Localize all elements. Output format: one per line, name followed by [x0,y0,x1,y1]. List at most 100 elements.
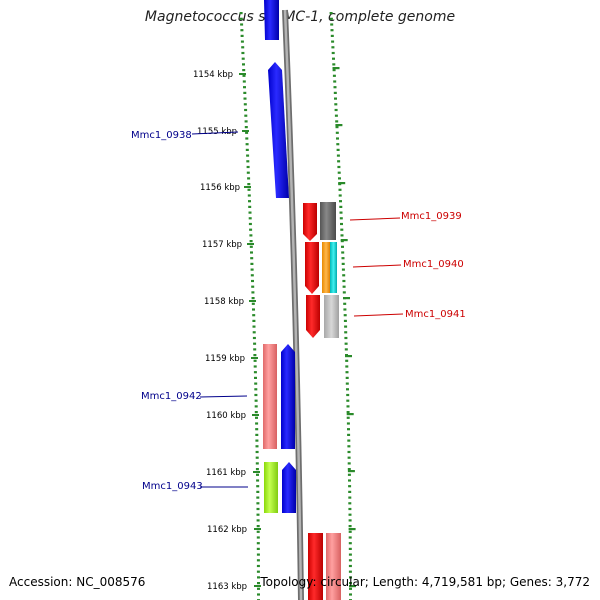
minor-tick-left [244,120,248,123]
minor-tick-right [347,468,351,471]
minor-tick-left [248,205,252,208]
minor-tick-left [252,314,256,317]
gene-feature-mmc1-0938[interactable] [268,62,289,198]
minor-tick-left [251,291,255,294]
minor-tick-right [337,171,341,174]
minor-tick-left [245,148,249,151]
minor-tick-left [256,473,259,476]
tick-label-1161: 1161 kbp [206,468,246,478]
minor-tick-left [251,297,255,300]
minor-tick-left [242,69,246,72]
minor-tick-right [342,285,346,288]
minor-tick-right [346,416,350,419]
minor-tick-right [338,194,342,197]
minor-tick-right [335,126,339,129]
minor-tick-right [342,279,346,283]
minor-tick-right [341,245,344,248]
gene-label-mmc1-0938[interactable]: Mmc1_0938 [131,130,192,141]
major-tick-right [347,470,355,473]
minor-tick-left [247,194,251,197]
minor-tick-left [249,240,253,243]
minor-tick-right [348,519,352,522]
minor-tick-right [345,371,349,374]
minor-tick-left [248,211,252,214]
gene-label-mmc1-0942[interactable]: Mmc1_0942 [141,391,202,402]
minor-tick-left [249,234,253,237]
minor-tick-left [256,507,260,511]
minor-tick-right [334,97,337,100]
gene-label-mmc1-0940[interactable]: Mmc1_0940 [403,259,464,270]
minor-tick-left [256,530,260,533]
gene-feature-mmc1-0939-b[interactable] [320,202,336,240]
minor-tick-left [253,365,257,368]
major-tick-right [345,355,352,358]
gene-feature-mmc1-0943-a[interactable] [264,462,278,513]
minor-tick-left [254,399,258,402]
minor-tick-left [254,382,258,385]
gene-feature-bottom-a[interactable] [308,533,323,600]
minor-tick-right [341,251,345,254]
kbp-scale: 1154 kbp 1155 kbp 1156 kbp 1157 kbp 1158… [193,70,261,592]
minor-tick-left [255,416,258,419]
minor-tick-left [248,217,252,220]
minor-tick-left [256,542,260,545]
minor-tick-right [330,34,334,37]
minor-tick-right [331,51,335,55]
minor-tick-right [347,428,350,431]
minor-tick-right [333,91,337,94]
minor-tick-left [256,547,260,550]
minor-tick-right [334,108,338,112]
gene-feature-mmc1-0940-b[interactable] [322,242,330,293]
minor-tick-left [250,268,254,271]
major-tick-right [343,297,350,300]
minor-tick-right [339,211,343,214]
minor-tick-left [240,34,244,37]
minor-tick-left [253,359,257,362]
gene-feature-mmc1-0939[interactable] [303,203,317,241]
major-tick-right [349,585,356,588]
minor-tick-left [256,513,260,516]
minor-tick-right [330,29,334,32]
minor-tick-left [240,23,244,26]
minor-tick-right [348,559,352,562]
gene-feature-mmc1-0940-c[interactable] [330,242,337,293]
gene-feature-mmc1-0943[interactable] [282,462,296,513]
minor-tick-left [256,485,260,488]
minor-tick-left [257,587,260,590]
gene-feature-bottom-b[interactable] [326,533,341,600]
minor-tick-left [245,137,249,140]
gene-feature-mmc1-0941[interactable] [306,295,320,338]
minor-tick-right [335,131,339,134]
minor-tick-left [256,536,260,539]
gene-feature-mmc1-0942-a[interactable] [263,344,277,449]
minor-tick-left [252,325,256,328]
minor-tick-right [346,399,350,402]
minor-tick-left [254,388,258,391]
gene-label-mmc1-0943[interactable]: Mmc1_0943 [142,481,203,492]
minor-tick-left [252,319,256,322]
minor-tick-left [239,17,243,20]
minor-tick-right [348,513,352,516]
gene-feature-mmc1-0940[interactable] [305,242,319,294]
gene-feature-mmc1-0941-b[interactable] [324,295,339,338]
minor-tick-right [348,542,352,545]
minor-tick-right [345,382,349,385]
minor-tick-right [335,120,339,123]
minor-tick-right [341,268,345,271]
minor-tick-right [349,576,352,579]
gene-label-mmc1-0939[interactable]: Mmc1_0939 [401,211,462,222]
gene-label-mmc1-0941[interactable]: Mmc1_0941 [405,309,466,320]
minor-tick-right [336,148,340,151]
minor-tick-right [339,205,343,208]
gene-feature-mmc1-0942[interactable] [281,344,295,449]
minor-tick-right [348,564,352,568]
topology-text: Topology: circular; Length: 4,719,581 bp… [260,575,590,589]
minor-tick-right [342,291,346,294]
minor-tick-left [248,200,251,203]
gene-feature-top[interactable] [264,0,279,40]
minor-tick-right [343,302,347,305]
minor-tick-right [346,405,350,408]
accession-text: Accession: NC_008576 [9,575,146,589]
minor-tick-left [247,188,251,191]
minor-tick-right [331,40,335,43]
